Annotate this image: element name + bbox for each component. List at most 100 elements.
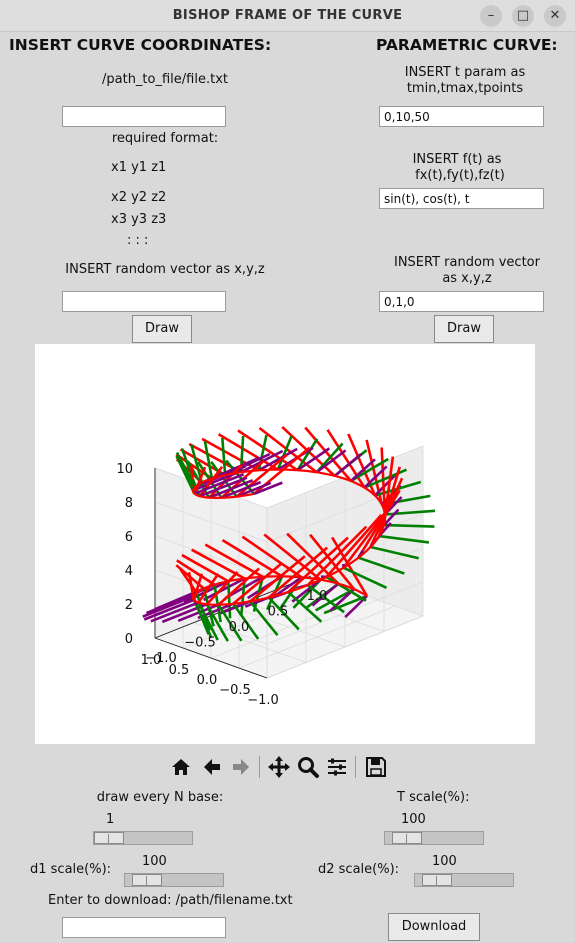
param-random-vector-input[interactable] [379,291,544,312]
tangent-vector [267,546,329,599]
x-tick-label: 1.0 [307,589,328,604]
file-path-label: /path_to_file/file.txt [102,72,228,87]
d1-vector [378,534,430,544]
pan-icon[interactable] [266,754,292,780]
d1-vector [325,575,367,602]
grid-line [154,603,268,645]
format-line-4: : : : [127,233,149,248]
bishop-frame-3d-plot[interactable]: 0246810−1.0−0.50.00.51.0−1.0−0.50.00.51.… [35,344,535,744]
y-tick-label: 0.0 [197,673,218,688]
d2-scale-slider[interactable] [414,873,514,887]
format-line-3: x3 y3 z3 [111,212,167,227]
d1-scale-slider-thumb[interactable] [131,874,162,886]
tangent-vector [181,553,229,583]
x-tick-label: −1.0 [145,651,177,666]
file-path-input[interactable] [62,106,226,127]
d1-vector [175,455,196,495]
save-icon[interactable] [363,754,389,780]
tangent-vector [377,466,402,537]
f-input[interactable] [379,188,544,209]
tangent-vector [190,465,195,491]
y-tick-label: 1.0 [141,653,162,668]
tangent-vector [232,562,283,605]
d1-vector [203,440,214,479]
n-base-slider[interactable] [93,831,193,845]
d2-vector [382,508,400,526]
tangent-vector [325,513,383,578]
close-button[interactable]: ✕ [544,5,566,27]
d2-vector [236,481,272,498]
x-tick-label: 0.0 [229,620,250,635]
tangent-vector [357,489,401,559]
z-tick-label: 8 [125,496,133,511]
t-scale-slider-thumb[interactable] [391,832,422,844]
tangent-vector [197,573,220,604]
download-path-input[interactable] [62,917,226,938]
d1-scale-label: d1 scale(%): [30,862,112,877]
d1-scale-value: 100 [142,854,167,869]
d1-vector [217,604,243,642]
toolbar-separator [259,756,260,778]
back-icon[interactable] [199,754,225,780]
t-param-input[interactable] [379,106,544,127]
configure-icon[interactable] [324,754,350,780]
d2-vector [199,476,248,498]
d2-vector [258,447,298,472]
tangent-vector [204,543,264,578]
d2-vector [315,449,347,474]
zoom-icon[interactable] [295,754,321,780]
d1-vector [232,603,260,640]
random-vector-label-1: INSERT random vector [394,255,540,270]
home-icon[interactable] [168,754,194,780]
d1-vector [296,438,319,471]
d1-vector [350,457,389,483]
d1-vector [342,566,388,589]
grid-line [232,606,346,648]
d1-vector [192,599,213,639]
grid-line [266,581,424,645]
d2-vector [374,474,397,497]
toolbar-separator [355,756,356,778]
t-scale-value: 100 [401,812,426,827]
d2-vector [350,458,376,482]
curve-coordinates-header: INSERT CURVE COORDINATES: [9,36,272,54]
n-base-value: 1 [106,812,115,827]
tangent-vector [287,536,349,594]
maximize-button[interactable]: □ [512,5,534,27]
tangent-vector [304,426,352,482]
plot-canvas[interactable]: 0 2 4 6 8 10 −1.0 −0.5 0.0 0.5 1.0 −1.0 −0.5 0.0 0.5 1.… [35,344,535,744]
d1-vector [315,587,355,612]
format-line-1: x1 y1 z1 [111,160,167,175]
minimize-button[interactable]: – [480,5,502,27]
tangent-vector [192,573,204,601]
d1-vector [267,596,300,631]
z-tick-label: 4 [125,564,133,579]
tangent-vector [241,535,303,579]
t-scale-label: T scale(%): [397,790,470,805]
d2-vector [329,588,355,612]
f-label-2: fx(t),fy(t),fz(t) [415,168,505,183]
n-base-slider-thumb[interactable] [94,832,124,844]
download-button[interactable]: Download [388,913,480,941]
x-tick-label: −0.5 [184,636,216,651]
d1-vector [213,584,222,623]
d1-vector [276,435,293,471]
d1-scale-slider[interactable] [124,873,224,887]
draw-param-button[interactable]: Draw [434,315,494,343]
title-bar: BISHOP FRAME OF THE CURVE – □ ✕ [0,0,575,32]
draw-file-button[interactable]: Draw [132,315,192,343]
d2-scale-value: 100 [432,854,457,869]
required-format-label: required format: [111,131,219,146]
random-vector-input[interactable] [62,291,226,312]
d1-vector [383,523,435,528]
d2-scale-label: d2 scale(%): [318,862,400,877]
d2-vector [208,479,254,499]
z-tick-label: 10 [116,462,133,477]
t-param-label-1: INSERT t param as [404,65,526,80]
forward-icon[interactable] [228,754,254,780]
t-scale-slider[interactable] [384,831,484,845]
d2-vector [177,603,219,623]
tangent-vector [306,525,368,587]
d2-vector [296,447,331,472]
d2-scale-slider-thumb[interactable] [421,874,452,886]
